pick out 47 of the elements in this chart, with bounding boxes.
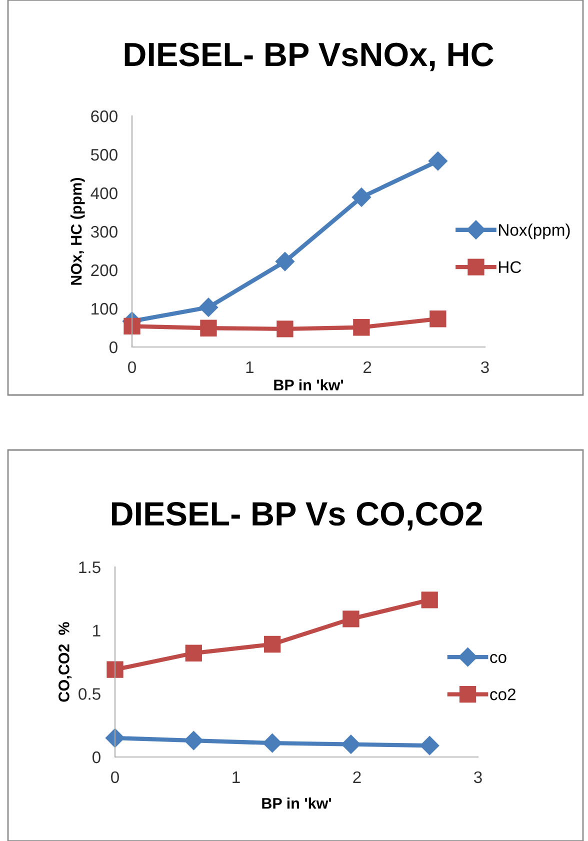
y-axis-title: NOx, HC (ppm) bbox=[70, 178, 85, 285]
y-tick-label: 300 bbox=[90, 226, 118, 238]
x-axis-title: BP in 'kw' bbox=[262, 798, 332, 809]
point bbox=[421, 592, 438, 608]
x-tick-label: 3 bbox=[474, 771, 482, 784]
legend-label: co2 bbox=[490, 688, 516, 700]
y-tick-label: 500 bbox=[90, 148, 118, 161]
y-tick-label: 600 bbox=[91, 110, 118, 122]
point bbox=[276, 320, 294, 338]
y-tick-label: 100 bbox=[92, 302, 118, 315]
point bbox=[105, 728, 125, 748]
point bbox=[352, 188, 371, 207]
y-tick-label: 200 bbox=[91, 264, 118, 276]
point bbox=[124, 318, 140, 335]
point bbox=[106, 661, 124, 678]
y-tick-label: 0 bbox=[109, 341, 118, 354]
x-axis-title: BP in 'kw' bbox=[274, 379, 344, 390]
y-tick-label: 1 bbox=[93, 624, 100, 636]
legend-label: co bbox=[490, 654, 506, 664]
x-tick-label: 1 bbox=[232, 772, 240, 783]
point bbox=[430, 310, 446, 328]
y-tick-label: 400 bbox=[90, 187, 118, 200]
legend-label: HC bbox=[499, 261, 522, 274]
x-tick-label: 0 bbox=[128, 361, 136, 374]
x-tick-label: 2 bbox=[353, 771, 361, 783]
point bbox=[428, 152, 448, 171]
point bbox=[420, 736, 440, 756]
point bbox=[275, 252, 294, 272]
y-axis-title: CO,CO2 % bbox=[58, 622, 72, 702]
x-tick-label: 1 bbox=[246, 362, 254, 373]
point bbox=[341, 734, 360, 754]
chart-title: DIESEL- BP VsNOx, HC bbox=[124, 42, 494, 72]
y-tick-label: 1.5 bbox=[79, 562, 100, 574]
point bbox=[185, 644, 202, 662]
point bbox=[198, 298, 218, 317]
x-tick-label: 3 bbox=[481, 361, 489, 374]
legend-label: Nox(ppm) bbox=[499, 224, 570, 240]
y-tick-label: 0.5 bbox=[78, 688, 100, 700]
point bbox=[262, 734, 282, 753]
x-tick-label: 2 bbox=[364, 361, 372, 373]
point bbox=[184, 731, 204, 750]
point bbox=[200, 320, 217, 336]
y-tick-label: 0 bbox=[92, 751, 100, 764]
point bbox=[264, 636, 281, 653]
point bbox=[353, 319, 370, 336]
point bbox=[342, 610, 360, 628]
chart-title: DIESEL- BP Vs CO,CO2 bbox=[112, 502, 482, 530]
